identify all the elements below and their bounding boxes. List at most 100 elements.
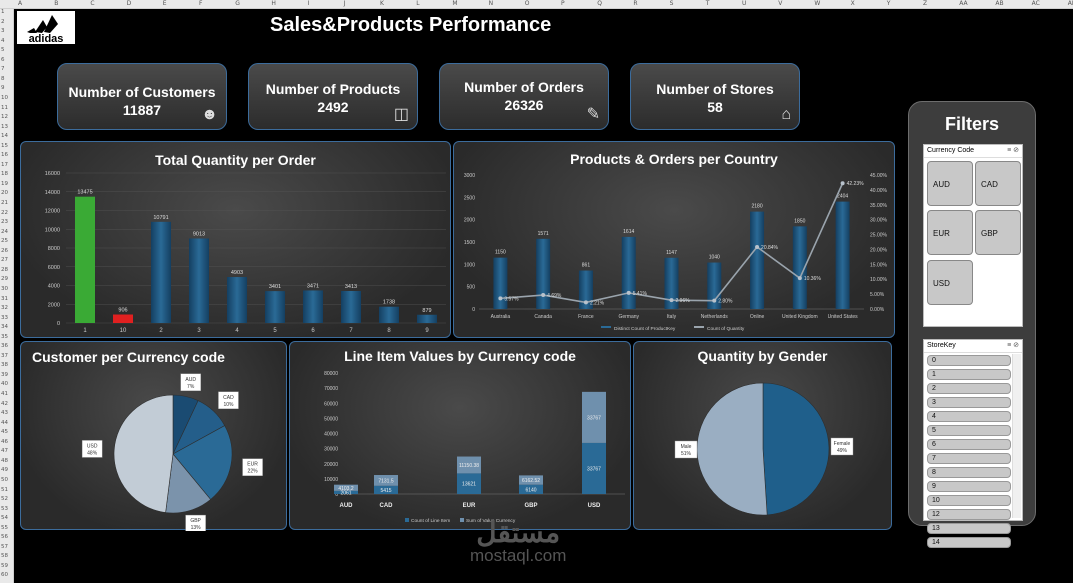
column-letter[interactable]: D (126, 0, 132, 7)
column-letter[interactable]: S (669, 0, 674, 7)
row-number[interactable]: 13 (1, 123, 8, 130)
currency-option[interactable]: AUD (927, 161, 973, 206)
column-letter[interactable]: Q (597, 0, 602, 7)
row-number[interactable]: 26 (1, 247, 8, 254)
chart-products-orders-per-country[interactable]: Products & Orders per Country 0 500 1000 15… (453, 141, 895, 338)
column-letter[interactable]: AA (959, 0, 968, 7)
row-number[interactable]: 57 (1, 543, 8, 550)
storekey-option[interactable]: 10 (927, 495, 1011, 506)
row-number[interactable]: 25 (1, 238, 8, 245)
row-number[interactable]: 10 (1, 94, 8, 101)
row-number[interactable]: 28 (1, 266, 8, 273)
row-number[interactable]: 6 (1, 56, 5, 63)
row-number[interactable]: 18 (1, 171, 8, 178)
row-number[interactable]: 56 (1, 534, 8, 541)
column-letter[interactable]: G (235, 0, 240, 7)
row-number[interactable]: 55 (1, 524, 8, 531)
column-letter[interactable]: K (380, 0, 384, 7)
column-letter[interactable]: L (416, 0, 420, 7)
row-number[interactable]: 1 (1, 9, 5, 15)
row-number[interactable]: 35 (1, 333, 8, 340)
row-number[interactable]: 8 (1, 75, 5, 82)
row-number[interactable]: 53 (1, 505, 8, 512)
row-number[interactable]: 20 (1, 190, 8, 197)
column-letter[interactable]: I (307, 0, 310, 7)
row-number[interactable]: 22 (1, 209, 8, 216)
column-letter[interactable]: B (54, 0, 59, 7)
storekey-option[interactable]: 14 (927, 537, 1011, 548)
row-number[interactable]: 36 (1, 343, 8, 350)
row-number[interactable]: 19 (1, 180, 8, 187)
chart-quantity-by-gender[interactable]: Quantity by Gender Female 49% Male 51% (633, 341, 892, 530)
row-number[interactable]: 38 (1, 362, 8, 369)
storekey-option[interactable]: 12 (927, 509, 1011, 520)
row-number[interactable]: 32 (1, 305, 8, 312)
chart-line-item-values-by-currency[interactable]: Line Item Values by Currency code 0 10000… (289, 341, 631, 530)
storekey-option[interactable]: 6 (927, 439, 1011, 450)
row-number[interactable]: 29 (1, 276, 8, 283)
column-letter[interactable]: O (524, 0, 530, 7)
row-headers[interactable]: 1 2 3 4 5 6 7 8 9 10 11 12 13 14 15 16 17 18 19 20 21 22 23 24 2… (0, 9, 14, 583)
column-letter[interactable]: T (705, 0, 710, 7)
storekey-option[interactable]: 9 (927, 481, 1011, 492)
column-headers[interactable]: ABCDEFGHIJKLMNOPQRSTUVWXYZAAABACAD (0, 0, 1073, 9)
row-number[interactable]: 2 (1, 18, 5, 25)
column-letter[interactable]: V (778, 0, 783, 7)
row-number[interactable]: 49 (1, 467, 8, 474)
column-letter[interactable]: AD (1067, 0, 1073, 7)
storekey-option[interactable]: 5 (927, 425, 1011, 436)
row-number[interactable]: 60 (1, 572, 8, 579)
row-number[interactable]: 23 (1, 219, 8, 226)
column-letter[interactable]: U (742, 0, 747, 7)
column-letter[interactable]: M (452, 0, 458, 7)
row-number[interactable]: 47 (1, 448, 8, 455)
storekey-option[interactable]: 2 (927, 383, 1011, 394)
row-number[interactable]: 31 (1, 295, 8, 302)
row-number[interactable]: 12 (1, 114, 8, 121)
currency-option[interactable]: EUR (927, 210, 973, 255)
row-number[interactable]: 39 (1, 371, 8, 378)
column-letter[interactable]: A (18, 0, 23, 7)
row-number[interactable]: 41 (1, 391, 8, 397)
currency-option[interactable]: GBP (975, 210, 1021, 255)
column-letter[interactable]: X (850, 0, 855, 7)
row-number[interactable]: 54 (1, 515, 8, 522)
row-number[interactable]: 11 (1, 104, 8, 111)
row-number[interactable]: 3 (1, 28, 5, 35)
row-number[interactable]: 59 (1, 562, 8, 569)
column-letter[interactable]: Y (886, 0, 891, 7)
row-number[interactable]: 7 (1, 66, 5, 73)
row-number[interactable]: 52 (1, 496, 8, 503)
column-letter[interactable]: Z (923, 0, 928, 7)
row-number[interactable]: 42 (1, 400, 8, 407)
row-number[interactable]: 5 (1, 47, 5, 54)
storekey-option[interactable]: 7 (927, 453, 1011, 464)
row-number[interactable]: 24 (1, 228, 8, 235)
storekey-option[interactable]: 0 (927, 355, 1011, 366)
column-letter[interactable]: W (814, 0, 821, 7)
row-number[interactable]: 15 (1, 142, 8, 149)
row-number[interactable]: 21 (1, 200, 8, 206)
row-number[interactable]: 58 (1, 553, 8, 560)
row-number[interactable]: 4 (1, 37, 5, 44)
storekey-option[interactable]: 1 (927, 369, 1011, 380)
column-letter[interactable]: E (162, 0, 167, 7)
row-number[interactable]: 48 (1, 457, 8, 464)
slicer-scrollbar[interactable] (1012, 354, 1021, 518)
row-number[interactable]: 17 (1, 161, 8, 168)
row-number[interactable]: 46 (1, 438, 8, 445)
row-number[interactable]: 30 (1, 285, 8, 292)
row-number[interactable]: 33 (1, 314, 8, 321)
row-number[interactable]: 40 (1, 381, 8, 388)
currency-option[interactable]: CAD (975, 161, 1021, 206)
column-letter[interactable]: F (199, 0, 203, 7)
clear-filter-icon[interactable]: ≡ ⊘ (1007, 147, 1019, 154)
storekey-slicer[interactable]: StoreKey ≡ ⊘ 0 1 2 3 4 5 6 7 8 9 10 12 13 14 (923, 339, 1023, 548)
column-letter[interactable]: R (633, 0, 638, 7)
row-number[interactable]: 43 (1, 410, 8, 417)
storekey-option[interactable]: 8 (927, 467, 1011, 478)
storekey-option[interactable]: 4 (927, 411, 1011, 422)
column-letter[interactable]: J (343, 0, 346, 7)
currency-slicer[interactable]: Currency Code ≡ ⊘ AUD CAD EUR GBP USD (923, 144, 1023, 327)
row-number[interactable]: 51 (1, 486, 8, 493)
